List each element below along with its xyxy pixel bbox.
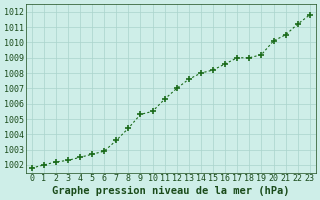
X-axis label: Graphe pression niveau de la mer (hPa): Graphe pression niveau de la mer (hPa) (52, 186, 290, 196)
